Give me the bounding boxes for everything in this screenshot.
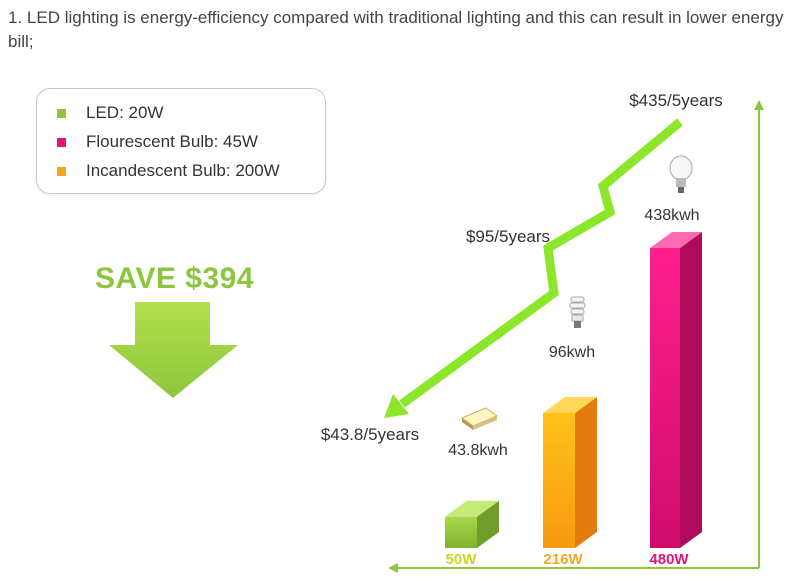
category-label-led: 50W — [446, 551, 478, 568]
bar-fluorescent — [543, 397, 597, 548]
legend-label-fluorescent: Flourescent Bulb: 45W — [86, 132, 258, 151]
led-strip-icon — [460, 407, 499, 430]
legend-item-led: LED: 20W — [57, 102, 163, 124]
bar-fluorescent-top — [543, 397, 597, 413]
bar-incandescent-side — [680, 232, 702, 548]
y-axis-arrowhead — [754, 100, 764, 110]
incandescent-bulb-icon — [669, 155, 693, 193]
bar-led — [445, 500, 499, 548]
category-label-incandescent: 480W — [649, 551, 689, 568]
legend-swatch-fluorescent — [57, 137, 66, 147]
bars — [445, 232, 702, 548]
legend-item-incandescent: Incandescent Bulb: 200W — [57, 160, 280, 182]
energy-label-led: 43.8kwh — [448, 442, 508, 459]
trend-arrowhead — [384, 394, 409, 418]
bar-led-top — [445, 500, 499, 517]
cost-label-incandescent: $435/5years — [629, 91, 723, 110]
energy-label-fluorescent: 96kwh — [549, 344, 595, 361]
legend-swatch-incandescent — [57, 166, 66, 176]
bar-led-front — [445, 516, 477, 548]
cost-label-led: $43.8/5years — [321, 425, 419, 444]
legend-item-fluorescent: Flourescent Bulb: 45W — [57, 131, 258, 153]
bar-incandescent — [650, 232, 702, 548]
bar-incandescent-top — [650, 232, 702, 248]
bar-fluorescent-side — [575, 397, 597, 548]
down-arrow-icon — [109, 302, 238, 398]
trend-line — [399, 118, 683, 408]
axes — [388, 100, 764, 573]
bar-led-side — [477, 500, 499, 548]
bar-fluorescent-front — [543, 413, 575, 548]
save-label: SAVE $394 — [95, 262, 255, 295]
intro-text: 1. LED lighting is energy-efficiency com… — [8, 8, 784, 51]
legend-swatch-led — [57, 108, 66, 118]
legend-label-led: LED: 20W — [86, 103, 164, 122]
legend-label-incandescent: Incandescent Bulb: 200W — [86, 161, 280, 180]
cfl-bulb-icon — [569, 296, 586, 328]
category-label-fluorescent: 216W — [543, 551, 583, 568]
legend: LED: 20W Flourescent Bulb: 45W Incandesc… — [36, 88, 326, 194]
energy-label-incandescent: 438kwh — [644, 207, 699, 224]
x-axis-arrowhead — [388, 563, 398, 573]
cost-label-fluorescent: $95/5years — [466, 227, 550, 246]
bar-incandescent-front — [650, 248, 680, 548]
